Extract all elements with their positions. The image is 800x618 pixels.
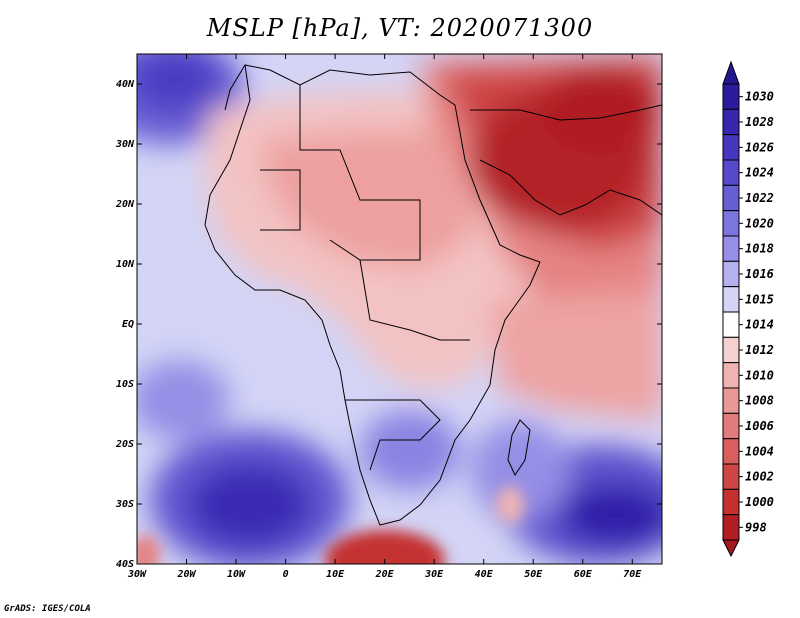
- lat-label: 10N: [116, 259, 135, 270]
- lat-label: 30N: [115, 139, 135, 150]
- lon-label: 50E: [524, 569, 543, 580]
- lon-label: 30W: [127, 569, 147, 580]
- colorbar-swatch: [722, 134, 740, 161]
- colorbar-label: 1014: [745, 318, 774, 332]
- map-frame: [136, 53, 663, 565]
- colorbar-swatch: [722, 514, 740, 541]
- pressure-field: [137, 54, 662, 564]
- lon-label: 30E: [424, 569, 444, 580]
- lon-label: 20E: [375, 569, 395, 580]
- lon-label: 0: [283, 569, 289, 580]
- lon-label: 40E: [475, 569, 494, 580]
- colorbar-label: 1008: [745, 394, 774, 408]
- colorbar-swatch: [722, 412, 740, 440]
- colorbar-swatch: [722, 362, 740, 389]
- colorbar-swatch: [722, 488, 740, 516]
- colorbar-swatch: [722, 83, 740, 110]
- colorbar-label: 1015: [745, 292, 774, 306]
- lon-label: 10W: [227, 569, 246, 580]
- grads-credit: GrADS: IGES/COLA: [4, 604, 91, 614]
- colorbar-label: 1004: [745, 444, 774, 458]
- colorbar-label: 1024: [745, 166, 774, 180]
- lat-label: 20N: [115, 199, 135, 210]
- lat-label: 30S: [115, 499, 134, 510]
- colorbar-swatch: [722, 463, 740, 490]
- colorbar: 1030 1028 1026 1024 1022 1020 1018 1016 1015 1014…: [722, 60, 774, 558]
- lat-label: 20S: [115, 439, 134, 450]
- lon-label: 60E: [574, 569, 593, 580]
- colorbar-swatch: [722, 184, 740, 212]
- coastlines: [204, 64, 662, 526]
- colorbar-bottom-arrow: [722, 539, 740, 558]
- colorbar-label: 1010: [745, 368, 774, 382]
- lat-label: 10S: [116, 379, 134, 390]
- colorbar-swatch: [722, 210, 740, 237]
- colorbar-top-arrow: [722, 60, 740, 85]
- colorbar-label: 1006: [745, 419, 774, 433]
- colorbar-label: 1016: [745, 267, 774, 281]
- colorbar-swatch: [722, 336, 740, 364]
- colorbar-label: 998: [745, 520, 767, 534]
- colorbar-swatch: [722, 108, 740, 136]
- colorbar-swatch: [722, 286, 740, 313]
- lon-label: 70E: [623, 569, 642, 580]
- colorbar-swatch: [722, 438, 740, 465]
- colorbar-label: 1020: [745, 216, 774, 230]
- lat-label: EQ: [122, 319, 134, 330]
- lat-label: 40S: [116, 559, 134, 570]
- colorbar-swatch: [722, 235, 740, 262]
- lon-label: 10E: [326, 569, 345, 580]
- colorbar-label: 1030: [745, 90, 774, 104]
- latitude-axis: 40N 30N 20N 10N EQ 10S 20S 30S 40S: [115, 79, 662, 570]
- colorbar-swatch: [722, 311, 740, 338]
- lon-label: 20W: [176, 569, 196, 580]
- colorbar-label: 1026: [745, 140, 774, 154]
- colorbar-swatch: [722, 387, 740, 414]
- colorbar-label: 1000: [745, 495, 774, 509]
- colorbar-label: 1002: [745, 470, 774, 484]
- colorbar-label: 1012: [745, 343, 774, 357]
- colorbar-swatch: [722, 159, 740, 186]
- colorbar-swatch: [722, 260, 740, 288]
- colorbar-label: 1018: [745, 242, 774, 256]
- longitude-axis: 30W 20W 10W 0 10E 20E 30E 40E 50E 60E 70E: [127, 54, 642, 580]
- lat-label: 40N: [116, 79, 135, 90]
- colorbar-label: 1028: [745, 115, 774, 129]
- colorbar-label: 1022: [745, 191, 774, 205]
- map-title: MSLP [hPa], VT: 2020071300: [206, 14, 594, 42]
